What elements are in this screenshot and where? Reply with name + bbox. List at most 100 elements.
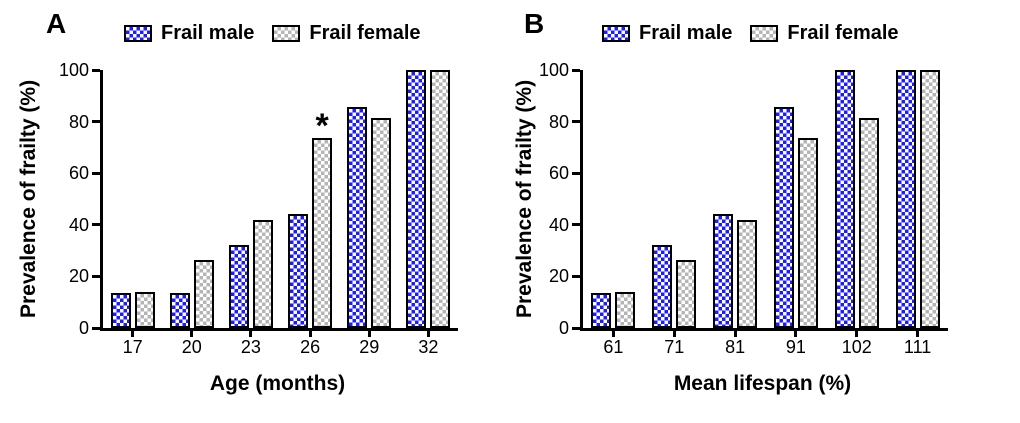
frail-female-pattern-swatch (272, 24, 301, 42)
x-tick-label: 61 (603, 337, 624, 357)
x-axis-tick (733, 328, 737, 337)
bar-frail-male-29 (347, 107, 368, 328)
bar-frail-female-29 (371, 117, 392, 328)
y-axis-tick (92, 120, 100, 124)
y-axis-tick (572, 326, 580, 330)
legend-item-frail-male: Frail male (602, 23, 732, 43)
bar-group-23 (228, 219, 273, 328)
panel-b-x-axis-title: Mean lifespan (%) (673, 372, 852, 395)
bar-group-91 (773, 107, 818, 328)
panel-b-plot-area: 0 20 40 60 80 100 61 71 81 91 102 111 (539, 60, 948, 357)
y-tick-label: 80 (68, 111, 89, 132)
y-axis-tick (572, 120, 580, 124)
x-tick-label: 17 (122, 337, 143, 357)
panel-b-letter: B (524, 8, 545, 39)
y-tick-label: 60 (68, 163, 89, 184)
panel-a-legend: Frail male Frail female (124, 23, 421, 43)
bar-group-32 (406, 70, 451, 328)
significance-asterisk: * (315, 107, 329, 146)
x-axis-tick (611, 328, 615, 337)
legend-item-frail-male: Frail male (124, 23, 254, 43)
x-axis-tick (794, 328, 798, 337)
y-tick-label: 100 (58, 60, 89, 80)
bar-group-111 (895, 70, 940, 328)
panel-b: B Frail male Frail female Prevalence of … (510, 0, 1020, 423)
x-tick-label: 91 (785, 337, 806, 357)
panel-a: A Frail male Frail female Prevalence of … (17, 8, 458, 395)
x-tick-label: 20 (181, 337, 202, 357)
bar-frail-male-17 (110, 293, 131, 328)
y-tick-label: 40 (68, 214, 89, 235)
y-tick-label: 60 (548, 163, 569, 184)
x-axis-tick (131, 328, 135, 337)
bar-frail-female-91 (797, 138, 818, 328)
x-axis-tick (367, 328, 371, 337)
panel-b-legend: Frail male Frail female (602, 23, 899, 43)
bar-frail-male-20 (169, 293, 190, 328)
y-axis-tick (92, 171, 100, 175)
bar-frail-female-26: * (312, 109, 333, 328)
bar-group-81 (713, 214, 758, 328)
x-tick-label: 111 (903, 337, 932, 357)
panel-a-x-axis-title: Age (months) (209, 372, 346, 395)
y-tick-label: 0 (558, 318, 569, 338)
bar-group-29 (347, 107, 392, 328)
panel-b-y-axis-title: Prevalence of frailty (%) (513, 79, 536, 319)
bar-frail-female-61 (615, 291, 636, 328)
frail-male-pattern-swatch (602, 24, 630, 42)
frail-female-pattern-swatch (750, 24, 779, 42)
frail-male-legend-label: Frail male (639, 22, 733, 44)
bar-frail-female-81 (737, 219, 758, 328)
bar-frail-female-17 (134, 291, 155, 328)
bar-frail-male-26 (288, 214, 309, 328)
bar-frail-male-111 (895, 70, 916, 328)
bar-frail-female-71 (676, 259, 697, 328)
frail-male-legend-label: Frail male (161, 22, 255, 44)
bar-group-102 (834, 70, 879, 328)
bar-group-26: * (288, 109, 333, 328)
legend-item-frail-female: Frail female (272, 23, 421, 43)
x-axis-tick (916, 328, 920, 337)
bar-frail-male-23 (228, 245, 249, 328)
x-tick-label: 23 (240, 337, 261, 357)
x-axis-tick (190, 328, 194, 337)
y-tick-label: 20 (548, 266, 569, 287)
y-tick-label: 80 (548, 111, 569, 132)
y-axis-tick (572, 223, 580, 227)
frail-male-pattern-swatch (124, 24, 152, 42)
bar-group-61 (591, 291, 636, 328)
bar-frail-female-102 (858, 117, 879, 328)
y-axis-tick (92, 223, 100, 227)
x-axis-tick (855, 328, 859, 337)
bar-frail-female-23 (252, 219, 273, 328)
bar-frail-female-32 (430, 70, 451, 328)
x-axis-tick (308, 328, 312, 337)
bar-frail-male-81 (713, 214, 734, 328)
y-axis-tick (572, 274, 580, 278)
panel-a-plot-area: 0 20 40 60 80 100 17 20 23 26 * 29 32 (59, 60, 458, 357)
y-tick-label: 100 (538, 60, 569, 80)
bar-frail-female-111 (919, 70, 940, 328)
bar-frail-male-61 (591, 293, 612, 328)
x-tick-label: 71 (664, 337, 685, 357)
x-tick-label: 26 (300, 337, 321, 357)
bar-group-71 (652, 245, 697, 328)
x-axis-tick (426, 328, 430, 337)
bar-frail-male-71 (652, 245, 673, 328)
y-tick-label: 40 (548, 214, 569, 235)
x-axis-tick (249, 328, 253, 337)
y-axis-tick (92, 68, 100, 72)
x-tick-label: 81 (725, 337, 746, 357)
frail-female-legend-label: Frail female (787, 22, 899, 44)
y-tick-label: 0 (78, 318, 89, 338)
y-tick-label: 20 (68, 266, 89, 287)
bar-frail-female-20 (193, 259, 214, 328)
bar-frail-male-32 (406, 70, 427, 328)
panel-a-letter: A (46, 8, 67, 39)
legend-item-frail-female: Frail female (750, 22, 899, 44)
x-axis-tick (672, 328, 676, 337)
bar-frail-male-102 (834, 70, 855, 328)
panel-a-y-axis-title: Prevalence of frailty (%) (17, 79, 40, 319)
y-axis-tick (92, 274, 100, 278)
